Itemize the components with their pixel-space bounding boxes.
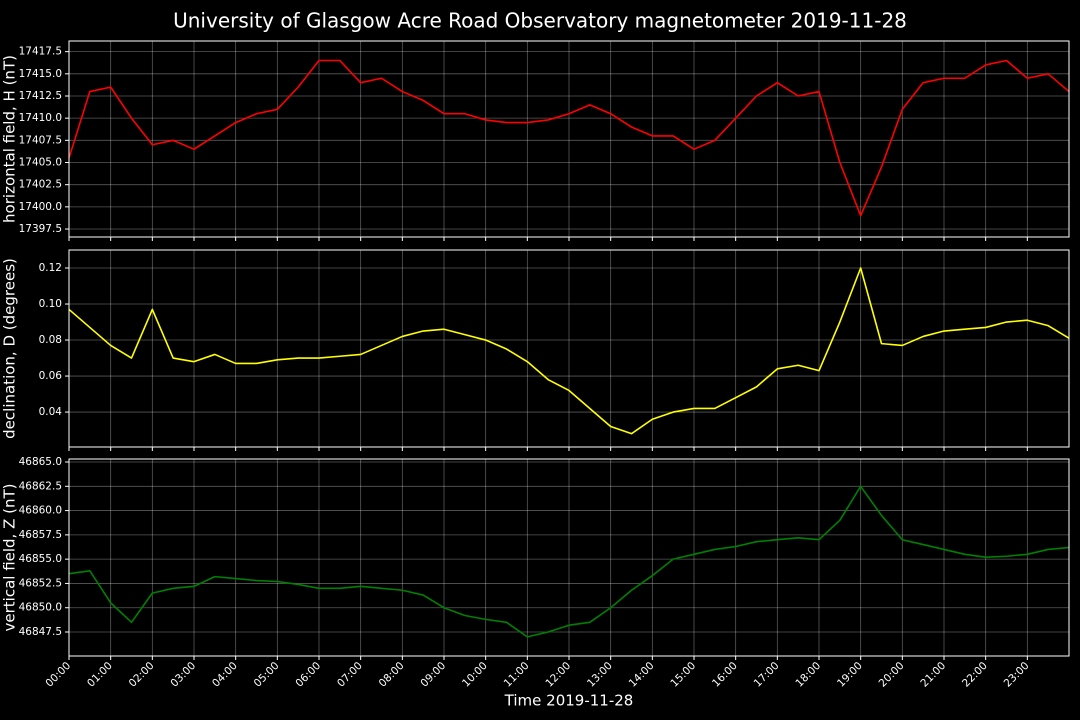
y-tick-label: 17410.0 [19, 112, 62, 124]
y-tick-label: 46862.5 [19, 480, 62, 492]
y-tick-label: 17407.5 [19, 134, 62, 146]
plot-frame [68, 249, 1070, 448]
x-axis-label: Time 2019-11-28 [504, 692, 634, 710]
y-tick-label: 0.08 [39, 334, 62, 346]
y-tick-label: 46855.0 [19, 553, 62, 565]
x-tick-label: 03:00 [168, 660, 198, 690]
x-tick-label: 17:00 [752, 660, 782, 690]
x-tick-label: 10:00 [460, 660, 490, 690]
data-line [68, 485, 1070, 638]
y-tick-label: 17397.5 [19, 223, 62, 235]
y-tick-label: 17402.5 [19, 179, 62, 191]
y-tick-label: 46847.5 [19, 626, 62, 638]
y-axis-label: horizontal field, H (nT) [1, 55, 19, 223]
x-tick-label: 05:00 [252, 660, 282, 690]
x-tick-label: 22:00 [960, 660, 990, 690]
x-tick-label: 02:00 [127, 660, 157, 690]
x-tick-label: 04:00 [210, 660, 240, 690]
x-tick-label: 20:00 [877, 660, 907, 690]
x-tick-label: 15:00 [668, 660, 698, 690]
y-tick-label: 0.06 [39, 370, 63, 382]
y-tick-label: 17417.5 [19, 46, 62, 58]
y-tick-label: 46850.0 [19, 602, 62, 614]
data-line [68, 267, 1070, 435]
y-axis-label: vertical field, Z (nT) [1, 483, 19, 631]
x-tick-label: 07:00 [335, 660, 365, 690]
y-tick-label: 46852.5 [19, 577, 62, 589]
x-tick-label: 08:00 [377, 660, 407, 690]
y-tick-label: 0.04 [39, 406, 63, 418]
y-tick-label: 17405.0 [19, 157, 62, 169]
chart-title: University of Glasgow Acre Road Observat… [173, 9, 907, 33]
x-tick-label: 21:00 [918, 660, 948, 690]
y-tick-label: 46860.0 [19, 505, 62, 517]
x-tick-label: 14:00 [627, 660, 657, 690]
x-tick-label: 12:00 [543, 660, 573, 690]
x-tick-label: 00:00 [43, 660, 73, 690]
y-axis-label: declination, D (degrees) [1, 258, 19, 439]
x-tick-label: 19:00 [835, 660, 865, 690]
x-tick-label: 13:00 [585, 660, 615, 690]
x-tick-label: 09:00 [418, 660, 448, 690]
y-tick-label: 46865.0 [19, 456, 62, 468]
x-tick-label: 01:00 [85, 660, 115, 690]
y-tick-label: 0.12 [39, 262, 62, 274]
x-tick-label: 11:00 [502, 660, 532, 690]
y-tick-label: 17412.5 [19, 90, 62, 102]
y-tick-label: 0.10 [39, 298, 62, 310]
data-line [68, 59, 1070, 217]
x-tick-label: 16:00 [710, 660, 740, 690]
x-tick-label: 18:00 [793, 660, 823, 690]
y-tick-label: 17415.0 [19, 68, 62, 80]
plot-frame [68, 40, 1070, 238]
plot-frame [68, 458, 1070, 657]
x-tick-label: 06:00 [293, 660, 323, 690]
y-tick-label: 46857.5 [19, 529, 62, 541]
y-tick-label: 17400.0 [19, 201, 62, 213]
x-tick-label: 23:00 [1002, 660, 1032, 690]
